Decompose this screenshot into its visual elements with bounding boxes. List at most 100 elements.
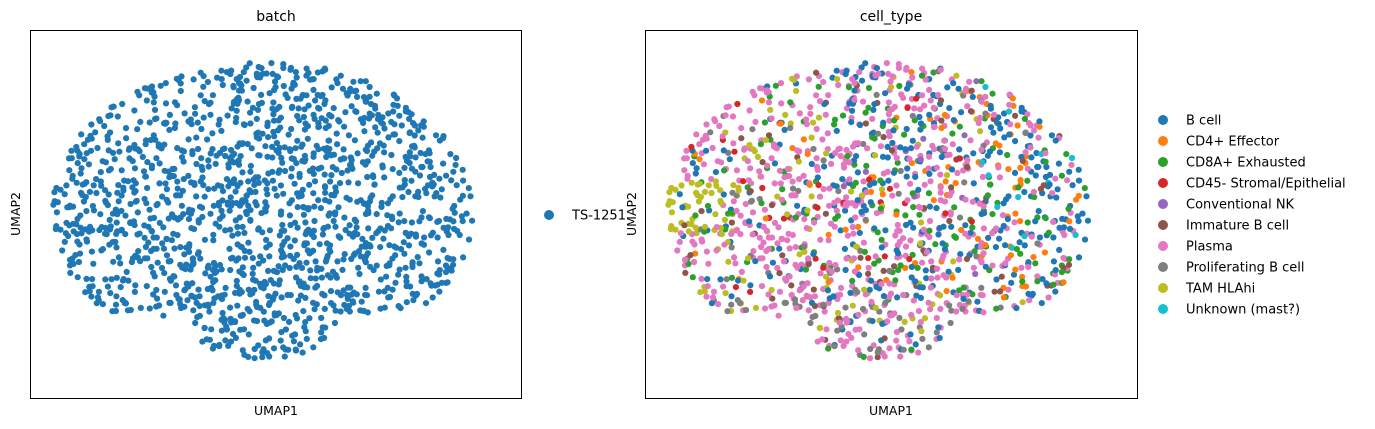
batch-point: [144, 159, 151, 166]
celltype-point: [941, 145, 949, 152]
celltype-point: [893, 211, 900, 218]
batch-point: [151, 106, 159, 113]
celltype-point: [1018, 108, 1025, 115]
batch-point: [227, 71, 234, 78]
celltype-point: [895, 64, 903, 72]
batch-point: [419, 208, 426, 215]
batch-point: [178, 304, 185, 312]
batch-point: [447, 151, 454, 158]
celltype-point: [985, 172, 992, 179]
celltype-point: [747, 188, 754, 195]
celltype-point: [956, 287, 963, 294]
batch-point: [288, 125, 295, 133]
batch-point: [76, 241, 83, 248]
batch-point: [286, 318, 293, 325]
celltype-point: [1006, 131, 1013, 138]
batch-point: [141, 85, 148, 92]
celltype-point: [1036, 123, 1043, 130]
celltype-point: [1050, 258, 1057, 265]
batch-point: [248, 145, 255, 152]
celltype-point: [904, 197, 911, 204]
celltype-point: [819, 336, 826, 343]
batch-point: [351, 137, 358, 144]
batch-point: [161, 288, 168, 295]
celltype-point: [982, 83, 989, 91]
batch-point: [90, 260, 97, 267]
batch-point: [102, 276, 109, 283]
batch-point: [103, 231, 110, 238]
celltype-point: [951, 233, 958, 240]
batch-point: [280, 64, 287, 72]
celltype-point: [906, 256, 913, 263]
celltype-point: [776, 245, 783, 252]
batch-point: [166, 299, 173, 306]
celltype-point: [795, 158, 803, 165]
celltype-point: [860, 239, 868, 246]
batch-point: [381, 174, 388, 181]
celltype-point: [1031, 194, 1038, 201]
celltype-point: [771, 302, 778, 309]
celltype-point: [979, 173, 987, 181]
celltype-point: [1011, 169, 1019, 176]
batch-point: [193, 193, 200, 200]
batch-point: [239, 223, 246, 230]
batch-point: [346, 230, 353, 237]
batch-point: [396, 169, 403, 176]
celltype-point: [815, 114, 823, 121]
batch-point: [218, 67, 225, 74]
celltype-point: [746, 218, 753, 225]
celltype-point: [1066, 168, 1073, 175]
celltype-point: [862, 168, 870, 175]
batch-point: [322, 197, 329, 204]
celltype-point: [1050, 281, 1057, 288]
batch-point: [298, 264, 306, 271]
batch-point: [57, 226, 64, 233]
celltype-point: [1034, 278, 1041, 285]
celltype-point: [916, 284, 923, 291]
legend-label: CD8A+ Exhausted: [1186, 156, 1306, 171]
celltype-point: [766, 273, 774, 280]
celltype-point: [935, 231, 942, 238]
batch-point: [51, 189, 58, 196]
batch-point: [465, 236, 473, 243]
batch-point: [200, 83, 207, 90]
celltype-point: [953, 308, 960, 315]
batch-point: [266, 90, 273, 97]
batch-point: [380, 235, 387, 242]
batch-point: [396, 112, 403, 119]
batch-point: [459, 166, 466, 173]
celltype-point: [928, 275, 935, 282]
celltype-point: [852, 140, 859, 147]
celltype-point: [1005, 166, 1012, 173]
batch-point: [243, 77, 250, 84]
batch-point: [210, 237, 217, 244]
celltype-point: [759, 184, 766, 192]
batch-point: [249, 270, 256, 277]
batch-point: [253, 318, 261, 325]
celltype-point: [931, 146, 938, 153]
batch-point: [322, 97, 329, 104]
batch-point: [420, 118, 427, 125]
batch-point: [264, 350, 271, 357]
celltype-point: [968, 87, 975, 94]
batch-point: [303, 259, 310, 266]
celltype-point: [807, 104, 814, 111]
batch-point: [362, 146, 369, 153]
celltype-point: [825, 237, 832, 244]
batch-point: [231, 176, 238, 183]
batch-point: [334, 80, 341, 87]
batch-point: [180, 176, 187, 183]
batch-point: [363, 98, 370, 105]
celltype-point: [1030, 254, 1037, 261]
batch-point: [290, 256, 297, 263]
celltype-point: [946, 192, 953, 199]
batch-point: [262, 143, 269, 150]
batch-point: [426, 249, 433, 256]
batch-point: [434, 234, 441, 241]
batch-point: [70, 260, 77, 267]
batch-point: [281, 144, 288, 151]
celltype-point: [886, 280, 893, 287]
celltype-point: [1055, 160, 1062, 167]
celltype-point: [1018, 264, 1025, 271]
batch-point: [224, 112, 231, 119]
